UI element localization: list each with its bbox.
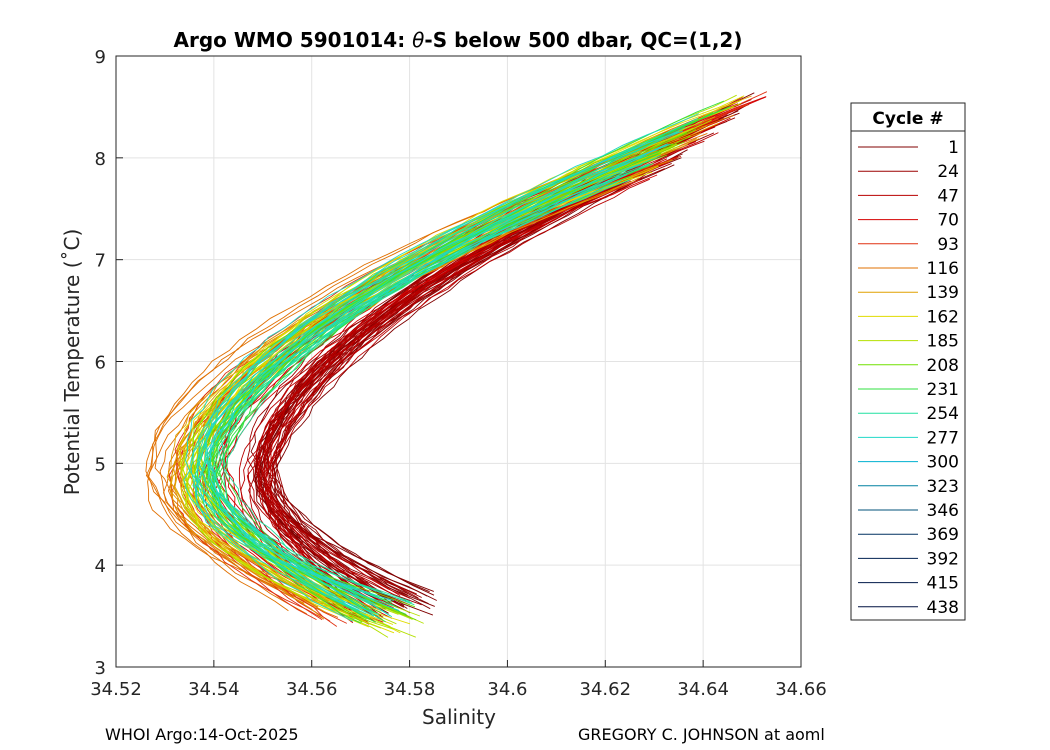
- x-tick-label: 34.62: [580, 679, 632, 700]
- legend-label: 323: [927, 477, 959, 497]
- profile-line: [211, 111, 714, 604]
- legend-label: 70: [937, 211, 959, 231]
- x-axis-ticks: 34.52 34.54 34.56 34.58 34.6 34.62 34.64 34.66: [90, 660, 827, 700]
- legend-label: 346: [927, 501, 959, 521]
- legend-label: 162: [927, 307, 959, 327]
- profile-line: [212, 155, 661, 604]
- profile-line: [196, 164, 639, 615]
- profile-line: [223, 127, 686, 619]
- profile-line: [265, 124, 718, 612]
- profile-line: [259, 124, 716, 606]
- profile-line: [179, 125, 708, 620]
- y-tick-label: 3: [95, 658, 106, 679]
- theta-s-curves: [145, 91, 768, 638]
- profile-line: [198, 163, 650, 607]
- grid: [115, 55, 802, 668]
- x-tick-label: 34.64: [677, 679, 729, 700]
- legend-label: 438: [927, 598, 959, 618]
- legend-label: 47: [937, 186, 959, 206]
- x-tick-label: 34.6: [487, 679, 527, 700]
- profile-line: [205, 144, 669, 617]
- profile-line: [246, 114, 736, 596]
- chart-title: Argo WMO 5901014: θ-S below 500 dbar, QC…: [174, 28, 743, 52]
- profile-line: [191, 175, 640, 627]
- profile-line: [196, 143, 668, 615]
- profile-line: [193, 145, 664, 622]
- profile-line: [183, 174, 628, 601]
- profile-line: [214, 129, 697, 620]
- y-tick-label: 8: [95, 149, 106, 170]
- y-axis-ticks: 3 4 5 6 7 8 9: [95, 47, 123, 679]
- x-axis-label: Salinity: [422, 705, 496, 729]
- profile-line: [265, 178, 650, 601]
- profile-line: [261, 182, 632, 612]
- profile-line: [262, 102, 751, 614]
- profile-line: [205, 141, 685, 613]
- profile-line: [221, 163, 643, 618]
- y-tick-label: 5: [95, 454, 106, 475]
- x-tick-label: 34.56: [286, 679, 338, 700]
- legend-label: 116: [927, 259, 959, 279]
- x-tick-label: 34.58: [384, 679, 436, 700]
- profile-line: [213, 143, 671, 617]
- legend: Cycle # 1 24 47 70 93 116 139 162 185 208 231 254 27…: [850, 102, 966, 621]
- legend-label: 1: [948, 138, 959, 158]
- y-axis-label: Potential Temperature (˚C): [60, 229, 84, 496]
- x-tick-label: 34.54: [188, 679, 240, 700]
- legend-label: 93: [937, 235, 959, 255]
- profile-line: [197, 130, 684, 606]
- x-tick-label: 34.52: [90, 679, 142, 700]
- profile-line: [208, 106, 731, 623]
- legend-label: 208: [927, 356, 959, 376]
- footer-date: WHOI Argo:14-Oct-2025: [105, 725, 299, 744]
- profile-line: [190, 113, 699, 600]
- y-tick-label: 7: [95, 251, 106, 272]
- profile-line: [273, 132, 715, 614]
- profile-line: [206, 180, 622, 611]
- footer-author: GREGORY C. JOHNSON at aoml: [578, 725, 825, 744]
- legend-label: 231: [927, 380, 959, 400]
- y-tick-label: 4: [95, 556, 106, 577]
- series-277: [183, 113, 699, 622]
- profile-line: [225, 158, 668, 619]
- x-tick-label: 34.66: [775, 679, 827, 700]
- legend-label: 369: [927, 525, 959, 545]
- legend-label: 415: [927, 574, 959, 594]
- y-tick-label: 6: [95, 353, 106, 374]
- legend-label: 139: [927, 283, 959, 303]
- profile-line: [264, 155, 678, 618]
- profile-line: [210, 143, 674, 610]
- profile-line: [208, 150, 660, 608]
- legend-label: 300: [927, 453, 959, 473]
- legend-label: 185: [927, 332, 959, 352]
- legend-label: 24: [937, 162, 959, 182]
- legend-label: 392: [927, 549, 959, 569]
- legend-title: Cycle #: [872, 109, 943, 129]
- legend-label: 254: [927, 404, 959, 424]
- legend-label: 277: [927, 428, 959, 448]
- y-tick-label: 9: [95, 47, 106, 68]
